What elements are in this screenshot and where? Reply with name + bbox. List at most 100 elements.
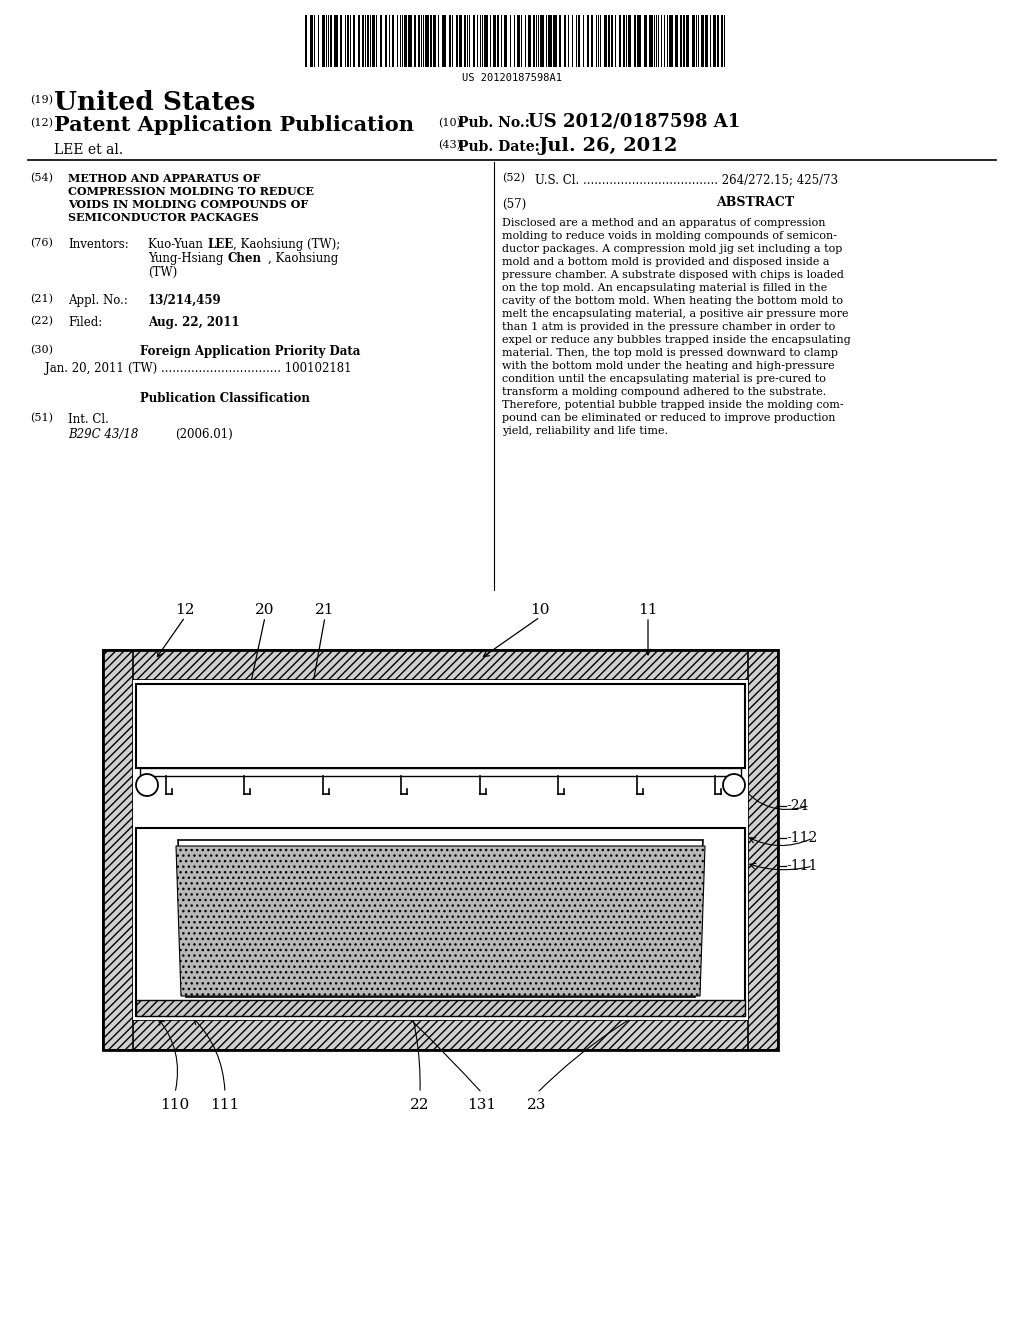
Polygon shape (178, 840, 703, 997)
Bar (623, 15, 625, 67)
Text: , Kaohsiung (TW);: , Kaohsiung (TW); (233, 238, 340, 251)
Bar (414, 15, 416, 67)
Text: pressure chamber. A substrate disposed with chips is loaded: pressure chamber. A substrate disposed w… (502, 271, 844, 280)
Text: -24: -24 (786, 799, 808, 813)
Text: United States: United States (54, 90, 255, 115)
Bar (385, 15, 387, 67)
Bar (587, 15, 589, 67)
Text: (51): (51) (30, 413, 53, 424)
Bar (322, 15, 325, 67)
Bar (347, 15, 349, 67)
Bar (140, 768, 741, 776)
Bar (358, 15, 360, 67)
Bar (683, 15, 685, 67)
Bar (649, 15, 653, 67)
Bar (442, 15, 446, 67)
Bar (713, 15, 716, 67)
Text: , Kaohsiung: , Kaohsiung (268, 252, 338, 265)
Text: Kuo-Yuan: Kuo-Yuan (148, 238, 207, 251)
Text: B29C 43/18: B29C 43/18 (68, 428, 138, 441)
Bar (705, 15, 708, 67)
Text: cavity of the bottom mold. When heating the bottom mold to: cavity of the bottom mold. When heating … (502, 296, 843, 306)
Bar (540, 15, 544, 67)
Text: Pub. No.:: Pub. No.: (458, 116, 529, 129)
Text: 110: 110 (161, 1098, 189, 1111)
Text: Aug. 22, 2011: Aug. 22, 2011 (148, 315, 240, 329)
Bar (701, 15, 705, 67)
Text: ABSTRACT: ABSTRACT (716, 195, 794, 209)
Text: ductor packages. A compression mold jig set including a top: ductor packages. A compression mold jig … (502, 244, 843, 253)
Bar (493, 15, 496, 67)
Bar (528, 15, 531, 67)
Text: (12): (12) (30, 117, 53, 128)
Text: Jan. 20, 2011: Jan. 20, 2011 (45, 362, 124, 375)
Bar (103, 649, 778, 680)
Bar (404, 15, 407, 67)
Bar (669, 15, 673, 67)
Text: Appl. No.:: Appl. No.: (68, 294, 128, 308)
Circle shape (136, 774, 158, 796)
Text: US 20120187598A1: US 20120187598A1 (462, 73, 562, 83)
Text: (21): (21) (30, 294, 53, 305)
Bar (484, 15, 488, 67)
Bar (103, 1020, 778, 1049)
Text: Chen: Chen (228, 252, 262, 265)
Text: Pub. Date:: Pub. Date: (458, 140, 540, 154)
Text: than 1 atm is provided in the pressure chamber in order to: than 1 atm is provided in the pressure c… (502, 322, 836, 333)
Bar (548, 15, 552, 67)
Text: US 2012/0187598 A1: US 2012/0187598 A1 (528, 114, 740, 131)
Polygon shape (176, 846, 705, 997)
Text: Foreign Application Priority Data: Foreign Application Priority Data (140, 345, 360, 358)
Bar (418, 15, 420, 67)
Text: Yung-Hsiang: Yung-Hsiang (148, 252, 227, 265)
Text: 11: 11 (638, 603, 657, 616)
Bar (392, 15, 394, 67)
Text: Therefore, potential bubble trapped inside the molding com-: Therefore, potential bubble trapped insi… (502, 400, 844, 411)
Text: material. Then, the top mold is pressed downward to clamp: material. Then, the top mold is pressed … (502, 348, 838, 358)
Bar (380, 15, 382, 67)
Text: 20: 20 (255, 603, 274, 616)
Bar (644, 15, 647, 67)
Text: (TW): (TW) (148, 267, 177, 279)
Bar (310, 15, 313, 67)
Bar (675, 15, 678, 67)
Text: Publication Classification: Publication Classification (140, 392, 310, 405)
Bar (517, 15, 520, 67)
Text: METHOD AND APPARATUS OF: METHOD AND APPARATUS OF (68, 173, 260, 183)
Text: expel or reduce any bubbles trapped inside the encapsulating: expel or reduce any bubbles trapped insi… (502, 335, 851, 345)
Text: U.S. Cl. .................................... 264/272.15; 425/73: U.S. Cl. ...............................… (535, 173, 838, 186)
Text: (43): (43) (438, 140, 461, 150)
Bar (430, 15, 432, 67)
Bar (686, 15, 689, 67)
Bar (449, 15, 451, 67)
Bar (628, 15, 631, 67)
Text: Patent Application Publication: Patent Application Publication (54, 115, 414, 135)
Bar (504, 15, 507, 67)
Bar (578, 15, 580, 67)
Bar (637, 15, 641, 67)
Text: LEE: LEE (207, 238, 233, 251)
Bar (340, 15, 342, 67)
Bar (611, 15, 613, 67)
Bar (305, 15, 307, 67)
Text: 23: 23 (527, 1098, 547, 1111)
Bar (136, 828, 745, 1016)
Bar (608, 15, 610, 67)
Bar (591, 15, 593, 67)
Text: 21: 21 (315, 603, 335, 616)
Text: LEE et al.: LEE et al. (54, 143, 123, 157)
Text: Inventors:: Inventors: (68, 238, 129, 251)
Bar (362, 15, 364, 67)
Text: COMPRESSION MOLDING TO REDUCE: COMPRESSION MOLDING TO REDUCE (68, 186, 314, 197)
Bar (372, 15, 375, 67)
Bar (433, 15, 436, 67)
Text: (22): (22) (30, 315, 53, 326)
Text: 22: 22 (411, 1098, 430, 1111)
Text: 12: 12 (175, 603, 195, 616)
Text: molding to reduce voids in molding compounds of semicon-: molding to reduce voids in molding compo… (502, 231, 837, 242)
Text: VOIDS IN MOLDING COMPOUNDS OF: VOIDS IN MOLDING COMPOUNDS OF (68, 199, 308, 210)
Bar (534, 15, 535, 67)
Bar (334, 15, 338, 67)
Bar (618, 15, 621, 67)
Text: with the bottom mold under the heating and high-pressure: with the bottom mold under the heating a… (502, 360, 835, 371)
